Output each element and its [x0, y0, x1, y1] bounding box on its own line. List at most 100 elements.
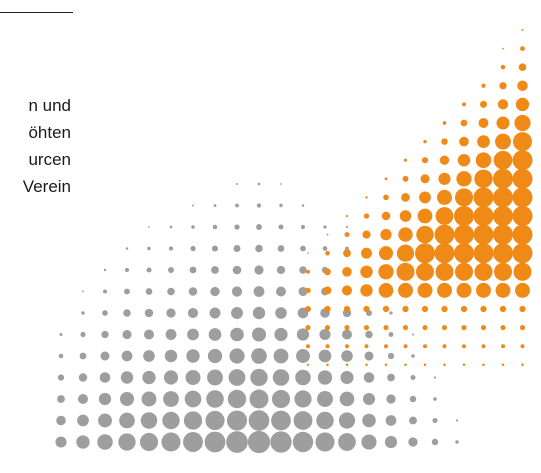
gray-dot: [315, 432, 335, 452]
orange-dot: [480, 325, 487, 331]
orange-dot: [378, 264, 394, 280]
gray-dot: [99, 372, 111, 383]
orange-dot: [324, 325, 331, 331]
gray-dot: [247, 430, 271, 454]
gray-dot: [210, 286, 220, 297]
gray-dot: [124, 288, 130, 295]
gray-dot: [345, 225, 349, 229]
gray-dot: [317, 370, 333, 385]
gray-dot: [121, 350, 133, 362]
gray-dot: [279, 203, 283, 208]
gray-dot: [102, 310, 108, 316]
gray-dot: [125, 247, 129, 250]
gray-dot: [97, 434, 113, 450]
gray-dot: [102, 289, 108, 294]
orange-dot: [438, 172, 451, 185]
gray-dot: [204, 431, 226, 453]
gray-dot: [145, 288, 153, 295]
orange-dot: [404, 363, 407, 367]
gray-dot: [256, 224, 262, 230]
gray-dot: [270, 431, 292, 453]
gray-dot: [338, 433, 356, 451]
gray-dot: [365, 330, 373, 339]
gray-dot: [271, 389, 291, 409]
gray-dot: [316, 411, 334, 430]
gray-dot: [455, 440, 459, 444]
gray-dot: [409, 395, 417, 403]
gray-dot: [230, 327, 244, 342]
gray-dot: [318, 349, 332, 363]
orange-dot: [435, 262, 454, 281]
gray-dot: [80, 331, 86, 338]
gray-dot: [338, 412, 356, 429]
orange-dot: [493, 224, 513, 245]
gray-dot: [76, 435, 90, 449]
gray-dot: [253, 286, 265, 297]
gray-dot: [147, 246, 151, 251]
orange-dot: [520, 46, 525, 52]
orange-dot: [360, 284, 373, 297]
gray-dot: [207, 369, 223, 386]
gray-dot: [190, 245, 196, 252]
gray-dot: [189, 266, 197, 274]
orange-dot: [475, 152, 492, 168]
gray-dot: [363, 372, 375, 383]
orange-dot: [344, 232, 350, 238]
gray-dot: [227, 389, 247, 409]
orange-dot: [493, 168, 513, 189]
gray-dot: [411, 354, 415, 358]
orange-dot: [493, 187, 513, 208]
orange-dot: [519, 305, 526, 313]
orange-dot: [344, 344, 350, 349]
gray-dot: [296, 349, 310, 363]
gray-dot: [183, 411, 203, 430]
gray-dot: [233, 245, 241, 252]
gray-dot: [362, 413, 376, 428]
gray-dot: [123, 309, 131, 317]
orange-dot: [515, 282, 530, 298]
gray-dot: [226, 431, 248, 453]
orange-dot: [519, 325, 526, 331]
orange-dot: [363, 325, 370, 331]
orange-dot: [460, 119, 468, 127]
body-text-fragment: n und öhten urcen Verein: [23, 92, 71, 200]
orange-dot: [362, 230, 371, 239]
orange-dot: [403, 158, 408, 162]
gray-dot: [184, 390, 202, 408]
orange-dot: [306, 363, 310, 366]
gray-dot: [278, 224, 284, 230]
gray-dot: [433, 376, 437, 379]
gray-dot: [100, 351, 110, 361]
gray-dot: [57, 374, 65, 381]
gray-dot: [144, 329, 154, 340]
gray-dot: [277, 245, 285, 252]
gray-dot: [183, 432, 203, 452]
gray-dot: [255, 244, 263, 253]
gray-dot: [209, 307, 221, 319]
orange-dot: [459, 136, 469, 147]
gray-dot: [103, 268, 107, 272]
text-line: urcen: [28, 150, 71, 169]
gray-dot: [119, 412, 135, 429]
gray-dot: [235, 203, 239, 208]
gray-dot: [120, 371, 134, 384]
orange-dot: [401, 193, 410, 202]
gray-dot: [384, 435, 398, 449]
orange-dot: [420, 174, 430, 184]
orange-dot: [384, 177, 388, 181]
gray-dot: [410, 375, 416, 380]
orange-dot: [493, 243, 513, 264]
orange-dot: [383, 325, 389, 331]
text-line: öhten: [28, 123, 71, 142]
orange-dot: [398, 282, 413, 298]
orange-dot: [417, 208, 433, 224]
orange-dot: [441, 325, 448, 331]
gray-dot: [252, 306, 266, 320]
orange-dot: [415, 262, 435, 281]
gray-dot: [339, 391, 355, 407]
gray-dot: [140, 412, 158, 429]
gray-dot: [235, 182, 239, 186]
gray-dot-layer: [55, 182, 459, 454]
text-line: Verein: [22, 177, 71, 196]
